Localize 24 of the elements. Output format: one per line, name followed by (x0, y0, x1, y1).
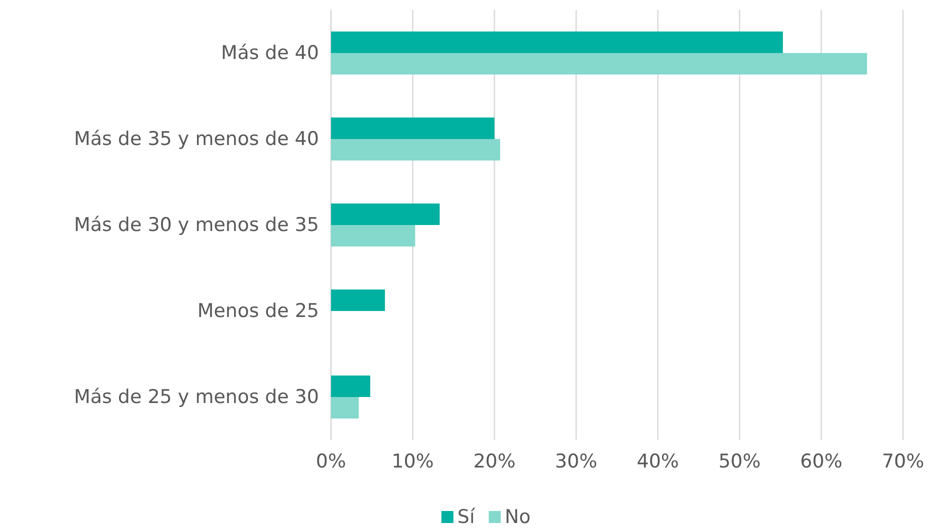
x-tick-label: 60% (800, 450, 842, 472)
bar (331, 118, 494, 139)
x-tick-label: 40% (636, 450, 679, 472)
bar (331, 397, 359, 418)
x-tick-label: 30% (555, 450, 598, 472)
x-tick-label: 70% (882, 450, 924, 472)
bar (331, 32, 783, 53)
bar (331, 139, 500, 160)
y-tick-label: Más de 40 (221, 42, 319, 64)
y-tick-label: Menos de 25 (197, 300, 319, 322)
bar (331, 290, 385, 311)
legend-label: No (504, 506, 531, 528)
y-tick-label: Más de 35 y menos de 40 (74, 128, 319, 150)
bar (331, 225, 416, 246)
bar (331, 204, 440, 225)
y-tick-label: Más de 30 y menos de 35 (74, 214, 319, 236)
x-tick-label: 10% (392, 450, 434, 472)
y-tick-label: Más de 25 y menos de 30 (74, 386, 319, 408)
bar (331, 53, 868, 74)
x-tick-label: 0% (316, 450, 346, 472)
x-tick-label: 20% (473, 450, 516, 472)
bar (331, 376, 370, 397)
x-tick-label: 50% (718, 450, 761, 472)
legend-label: Sí (457, 506, 476, 528)
